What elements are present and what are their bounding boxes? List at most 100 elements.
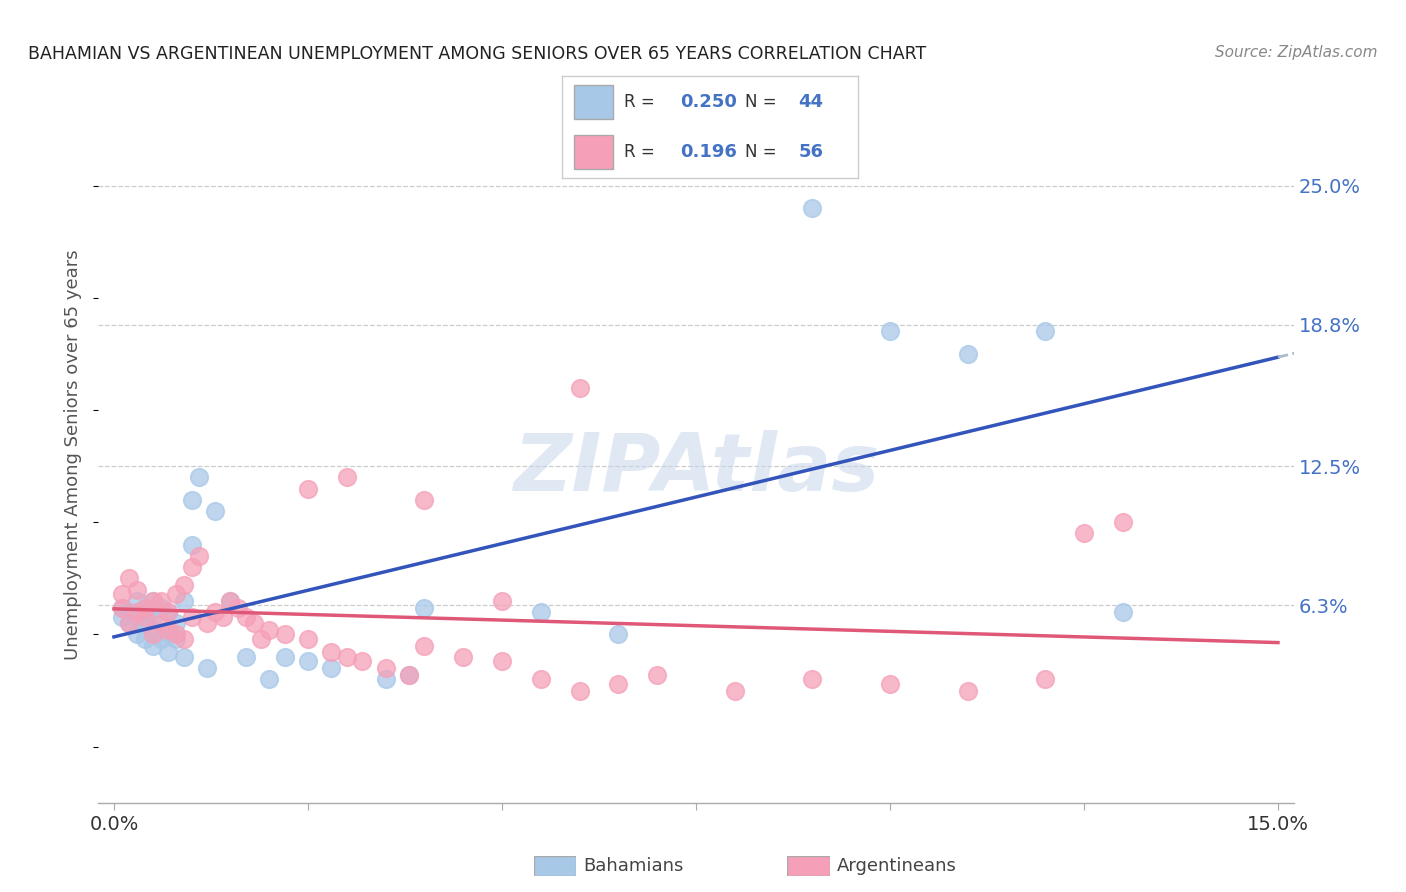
Point — [134, 616, 156, 631]
Point — [165, 587, 187, 601]
Point — [157, 623, 180, 637]
Point — [165, 627, 187, 641]
Point — [336, 649, 359, 664]
Text: N =: N = — [745, 144, 782, 161]
Point — [568, 683, 591, 698]
Point — [491, 654, 513, 668]
Point — [530, 605, 553, 619]
Point — [801, 201, 824, 215]
Point — [111, 600, 134, 615]
Point — [111, 609, 134, 624]
Point — [607, 627, 630, 641]
Point — [134, 600, 156, 615]
Point — [149, 594, 172, 608]
Bar — [574, 136, 613, 169]
Point — [195, 661, 218, 675]
Point — [157, 645, 180, 659]
Point — [180, 492, 202, 507]
Point — [173, 632, 195, 646]
Point — [142, 594, 165, 608]
Point — [491, 594, 513, 608]
Point — [157, 627, 180, 641]
Point — [180, 560, 202, 574]
Point — [257, 623, 280, 637]
Point — [118, 616, 141, 631]
Text: Bahamians: Bahamians — [583, 857, 683, 875]
Point — [195, 616, 218, 631]
Point — [956, 683, 979, 698]
Point — [273, 649, 295, 664]
Point — [530, 673, 553, 687]
Point — [242, 616, 264, 631]
Point — [257, 673, 280, 687]
Point — [157, 605, 180, 619]
Point — [188, 470, 211, 484]
Point — [118, 616, 141, 631]
Text: BAHAMIAN VS ARGENTINEAN UNEMPLOYMENT AMONG SENIORS OVER 65 YEARS CORRELATION CHA: BAHAMIAN VS ARGENTINEAN UNEMPLOYMENT AMO… — [28, 45, 927, 62]
Point — [1033, 673, 1056, 687]
Point — [398, 668, 420, 682]
Point — [219, 594, 242, 608]
Text: 56: 56 — [799, 144, 824, 161]
Point — [134, 600, 156, 615]
Point — [801, 673, 824, 687]
Point — [149, 600, 172, 615]
Point — [142, 627, 165, 641]
Point — [127, 582, 149, 597]
Point — [724, 683, 747, 698]
Point — [321, 661, 343, 675]
Point — [235, 609, 257, 624]
Point — [1112, 605, 1135, 619]
Text: 0.250: 0.250 — [681, 93, 737, 111]
Point — [134, 609, 156, 624]
Text: 0.196: 0.196 — [681, 144, 737, 161]
Point — [321, 645, 343, 659]
Point — [142, 623, 165, 637]
Point — [226, 600, 249, 615]
Point — [413, 492, 436, 507]
Point — [173, 594, 195, 608]
Point — [165, 616, 187, 631]
Point — [118, 571, 141, 585]
Point — [879, 325, 901, 339]
Point — [250, 632, 273, 646]
Point — [235, 649, 257, 664]
Point — [127, 609, 149, 624]
Point — [607, 677, 630, 691]
Point — [165, 632, 187, 646]
Text: R =: R = — [624, 93, 661, 111]
Point — [374, 673, 396, 687]
Point — [204, 605, 226, 619]
Y-axis label: Unemployment Among Seniors over 65 years: Unemployment Among Seniors over 65 years — [65, 250, 83, 660]
Point — [1033, 325, 1056, 339]
Point — [127, 627, 149, 641]
Point — [273, 627, 295, 641]
Point — [297, 482, 319, 496]
Point — [568, 381, 591, 395]
Point — [1073, 526, 1095, 541]
Point — [879, 677, 901, 691]
Point — [374, 661, 396, 675]
Point — [413, 639, 436, 653]
Point — [134, 632, 156, 646]
Point — [204, 504, 226, 518]
Point — [336, 470, 359, 484]
Point — [211, 609, 233, 624]
Text: R =: R = — [624, 144, 661, 161]
Point — [413, 600, 436, 615]
Point — [111, 587, 134, 601]
Point — [180, 538, 202, 552]
Point — [1112, 515, 1135, 529]
Point — [451, 649, 474, 664]
Point — [149, 632, 172, 646]
Point — [142, 609, 165, 624]
Bar — [574, 85, 613, 119]
Point — [157, 605, 180, 619]
Point — [645, 668, 668, 682]
Point — [142, 594, 165, 608]
Point — [956, 347, 979, 361]
Text: 44: 44 — [799, 93, 824, 111]
Point — [142, 639, 165, 653]
Point — [297, 654, 319, 668]
Point — [173, 578, 195, 592]
